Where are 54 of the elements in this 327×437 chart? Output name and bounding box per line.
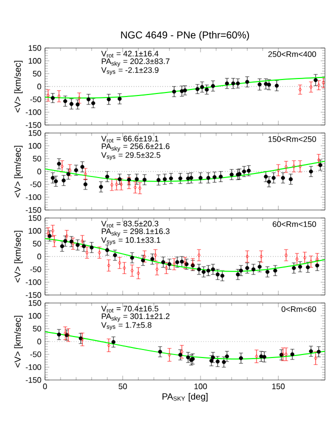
y-tick-label: 50	[32, 70, 42, 77]
y-tick-label: 50	[32, 240, 42, 246]
y-axis-title: <V> [km/sec]	[14, 316, 23, 368]
y-tick-label: 0	[37, 254, 42, 260]
y-tick-label: 0	[37, 168, 42, 174]
x-axis-title: PA$_{SKY}$ [deg]	[162, 393, 208, 402]
annotation: PA$_{sky}$ = 298.1±16.3	[102, 228, 170, 237]
annotation: PA$_{sky}$ = 256.6±21.6	[102, 143, 170, 152]
annotation: V$_{sys}$ = -2.1±23.9	[101, 67, 158, 76]
annotation: 60<Rm<150	[272, 221, 316, 227]
annotation: V$_{sys}$ = 10.1±33.1	[101, 237, 160, 246]
y-tick-label: 100	[28, 143, 42, 149]
annotation: V$_{rot}$ = 83.5±20.3	[101, 220, 158, 228]
annotation: PA$_{sky}$ = 202.3±83.7	[102, 58, 170, 67]
annotation: 250<Rm<400	[268, 51, 316, 57]
annotation: PA$_{sky}$ = 301.1±21.2	[102, 313, 170, 322]
annotation: V$_{rot}$ = 70.4±16.5	[101, 306, 158, 313]
annotation: 150<Rm<250	[268, 136, 316, 142]
y-tick-label: -150	[26, 207, 42, 213]
y-tick-label: 100	[28, 313, 42, 319]
y-tick-label: -150	[26, 122, 42, 128]
y-tick-label: -150	[26, 377, 42, 383]
y-tick-label: 150	[28, 215, 42, 221]
y-axis-title: <V> [km/sec]	[14, 230, 23, 282]
annotation: V$_{sys}$ = 29.5±32.5	[101, 152, 160, 160]
x-tick-label: 50	[118, 384, 127, 390]
y-tick-label: 150	[28, 300, 42, 306]
annotation: V$_{rot}$ = 42.1±16.4	[101, 50, 158, 58]
x-tick-label: 150	[272, 384, 285, 390]
x-tick-label: 100	[194, 384, 207, 390]
y-tick-label: -50	[30, 182, 42, 188]
y-tick-label: 100	[28, 58, 42, 64]
y-tick-label: -50	[30, 351, 42, 358]
annotation: V$_{sys}$ = 1.7±5.8	[101, 322, 152, 330]
y-tick-label: 50	[32, 326, 42, 332]
y-tick-label: -100	[26, 279, 42, 285]
annotation: V$_{rot}$ = 66.6±19.1	[101, 136, 158, 143]
y-tick-label: -150	[26, 292, 42, 298]
y-tick-label: -100	[26, 364, 42, 370]
y-axis-title: <V> [km/sec]	[14, 146, 23, 198]
y-tick-label: -50	[30, 96, 42, 102]
y-tick-label: -50	[30, 266, 42, 272]
y-tick-label: 150	[28, 45, 42, 51]
y-tick-label: 0	[37, 338, 42, 344]
y-tick-label: 0	[37, 84, 42, 90]
annotation: 0<Rm<60	[282, 306, 316, 312]
y-tick-label: -100	[26, 109, 42, 115]
x-tick-label: 0	[43, 384, 47, 390]
y-tick-label: -100	[26, 194, 42, 200]
y-tick-label: 100	[28, 228, 42, 234]
y-tick-label: 150	[28, 130, 42, 136]
y-axis-title: <V> [km/sec]	[14, 60, 23, 112]
chart-title: NGC 4649 - PNe (Pthr=60%)	[121, 31, 249, 40]
y-tick-label: 50	[32, 156, 42, 162]
